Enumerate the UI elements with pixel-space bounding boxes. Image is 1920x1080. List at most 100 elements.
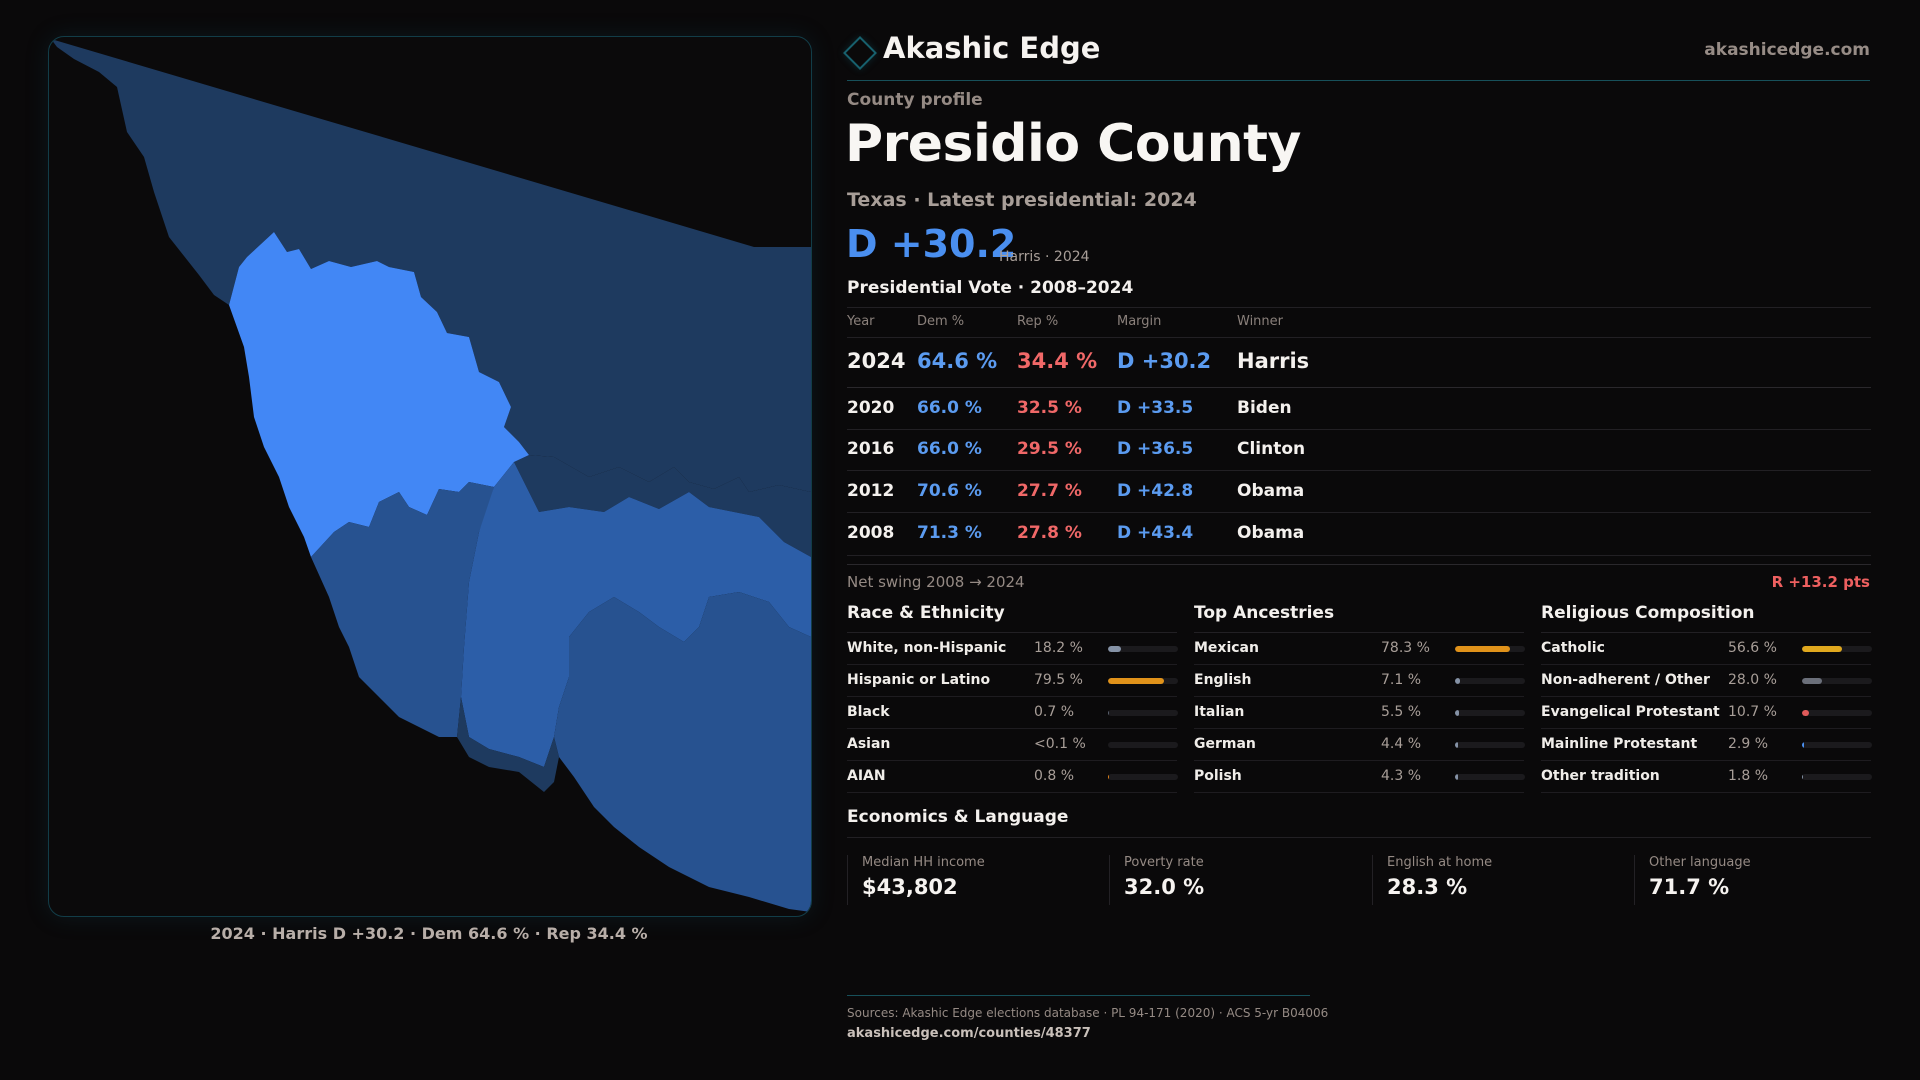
progress-bar bbox=[1455, 646, 1525, 652]
list-item[interactable]: Asian <0.1 % bbox=[847, 729, 1178, 761]
progress-bar bbox=[1108, 742, 1178, 748]
page-title: Presidio County bbox=[845, 114, 1301, 174]
item-value: 7.1 % bbox=[1381, 672, 1422, 688]
item-value: 18.2 % bbox=[1034, 640, 1083, 656]
cell-winner: Obama bbox=[1237, 481, 1305, 501]
list-item[interactable]: Black 0.7 % bbox=[847, 697, 1178, 729]
list-item[interactable]: Other tradition 1.8 % bbox=[1541, 761, 1872, 793]
item-value: 56.6 % bbox=[1728, 640, 1777, 656]
item-value: 4.4 % bbox=[1381, 736, 1422, 752]
item-value: 78.3 % bbox=[1381, 640, 1430, 656]
table-divider bbox=[847, 387, 1871, 388]
progress-fill bbox=[1455, 710, 1459, 716]
stat-label: English at home bbox=[1387, 855, 1493, 870]
map-region-small[interactable] bbox=[457, 697, 559, 792]
eyebrow-label: County profile bbox=[847, 90, 983, 110]
stat-value: 28.3 % bbox=[1387, 875, 1468, 899]
progress-bar bbox=[1108, 774, 1178, 780]
progress-bar bbox=[1802, 646, 1872, 652]
item-label: Hispanic or Latino bbox=[847, 672, 991, 688]
progress-fill bbox=[1802, 742, 1805, 748]
item-value: 5.5 % bbox=[1381, 704, 1422, 720]
progress-fill bbox=[1455, 742, 1459, 748]
progress-bar bbox=[1108, 646, 1178, 652]
list-item[interactable]: Non-adherent / Other 28.0 % bbox=[1541, 665, 1872, 697]
map-region-southwest[interactable] bbox=[311, 482, 494, 737]
list-item[interactable]: Mainline Protestant 2.9 % bbox=[1541, 729, 1872, 761]
progress-bar bbox=[1802, 678, 1872, 684]
progress-fill bbox=[1802, 678, 1822, 684]
cell-rep: 34.4 % bbox=[1017, 349, 1098, 373]
map-region-southeast[interactable] bbox=[554, 592, 811, 912]
latest-margin-meta: Harris · 2024 bbox=[999, 249, 1090, 265]
item-label: English bbox=[1194, 672, 1252, 688]
map-region-central[interactable] bbox=[461, 462, 811, 767]
table-divider bbox=[847, 429, 1871, 430]
economics-title: Economics & Language bbox=[847, 807, 1069, 827]
table-divider bbox=[847, 337, 1871, 338]
stat-english-at-home: English at home 28.3 % bbox=[1372, 855, 1635, 905]
list-item[interactable]: German 4.4 % bbox=[1194, 729, 1525, 761]
net-swing-value: R +13.2 pts bbox=[1771, 573, 1870, 591]
section-divider bbox=[847, 837, 1871, 838]
cell-margin: D +36.5 bbox=[1117, 439, 1194, 459]
map-region-east[interactable] bbox=[514, 455, 811, 557]
item-label: Asian bbox=[847, 736, 891, 752]
item-label: Black bbox=[847, 704, 890, 720]
stat-value: 32.0 % bbox=[1124, 875, 1205, 899]
progress-fill bbox=[1802, 646, 1842, 652]
map-region-presidio[interactable] bbox=[229, 232, 529, 557]
list-item[interactable]: AIAN 0.8 % bbox=[847, 761, 1178, 793]
item-value: 28.0 % bbox=[1728, 672, 1777, 688]
cell-dem: 71.3 % bbox=[917, 523, 982, 543]
progress-fill bbox=[1108, 710, 1110, 716]
cell-year: 2012 bbox=[847, 481, 895, 501]
table-divider bbox=[847, 307, 1871, 308]
table-divider bbox=[847, 555, 1871, 556]
progress-bar bbox=[1802, 710, 1872, 716]
item-value: <0.1 % bbox=[1034, 736, 1086, 752]
list-item[interactable]: Hispanic or Latino 79.5 % bbox=[847, 665, 1178, 697]
map-region-north[interactable] bbox=[51, 39, 811, 492]
net-swing-label: Net swing 2008 → 2024 bbox=[847, 573, 1025, 591]
cell-year: 2016 bbox=[847, 439, 895, 459]
sources-text: Sources: Akashic Edge elections database… bbox=[847, 1006, 1329, 1020]
column-header-dem: Dem % bbox=[917, 314, 965, 329]
stat-label: Poverty rate bbox=[1124, 855, 1204, 870]
brand-name[interactable]: Akashic Edge bbox=[883, 31, 1101, 65]
county-permalink[interactable]: akashicedge.com/counties/48377 bbox=[847, 1026, 1091, 1041]
list-item[interactable]: Mexican 78.3 % bbox=[1194, 633, 1525, 665]
stat-median-income: Median HH income $43,802 bbox=[847, 855, 1110, 905]
progress-bar bbox=[1455, 742, 1525, 748]
list-item[interactable]: Evangelical Protestant 10.7 % bbox=[1541, 697, 1872, 729]
cell-dem: 64.6 % bbox=[917, 349, 998, 373]
progress-bar bbox=[1108, 678, 1178, 684]
item-label: Italian bbox=[1194, 704, 1245, 720]
item-label: Polish bbox=[1194, 768, 1242, 784]
column-header-rep: Rep % bbox=[1017, 314, 1059, 329]
item-value: 2.9 % bbox=[1728, 736, 1769, 752]
list-item[interactable]: Italian 5.5 % bbox=[1194, 697, 1525, 729]
list-item[interactable]: English 7.1 % bbox=[1194, 665, 1525, 697]
cell-rep: 27.8 % bbox=[1017, 523, 1082, 543]
county-map[interactable] bbox=[49, 37, 811, 916]
cell-winner: Harris bbox=[1237, 349, 1310, 373]
county-map-panel[interactable] bbox=[48, 36, 812, 917]
table-divider bbox=[847, 512, 1871, 513]
column-header-year: Year bbox=[847, 314, 875, 329]
site-url-link[interactable]: akashicedge.com bbox=[1704, 40, 1870, 60]
cell-dem: 66.0 % bbox=[917, 398, 982, 418]
progress-fill bbox=[1802, 774, 1804, 780]
stat-value: 71.7 % bbox=[1649, 875, 1730, 899]
list-item[interactable]: Catholic 56.6 % bbox=[1541, 633, 1872, 665]
item-label: Other tradition bbox=[1541, 768, 1660, 784]
panel-title: Religious Composition bbox=[1541, 600, 1871, 633]
progress-bar bbox=[1108, 710, 1178, 716]
table-divider bbox=[847, 564, 1871, 565]
religious-composition-panel: Religious Composition Catholic 56.6 % Non-… bbox=[1541, 600, 1872, 793]
progress-bar bbox=[1455, 710, 1525, 716]
stat-poverty-rate: Poverty rate 32.0 % bbox=[1109, 855, 1372, 905]
list-item[interactable]: Polish 4.3 % bbox=[1194, 761, 1525, 793]
list-item[interactable]: White, non-Hispanic 18.2 % bbox=[847, 633, 1178, 665]
stat-label: Median HH income bbox=[862, 855, 985, 870]
